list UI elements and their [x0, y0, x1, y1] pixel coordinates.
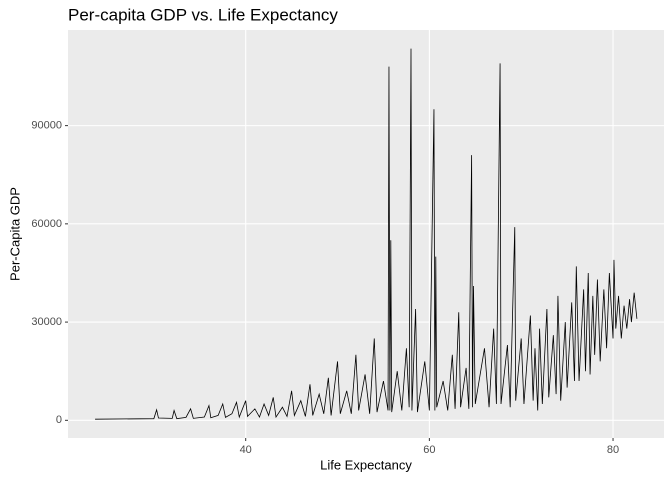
- x-tick-label: 80: [607, 444, 619, 456]
- x-tick-label: 40: [240, 444, 252, 456]
- panel: [68, 30, 664, 438]
- y-tick-label: 0: [56, 414, 62, 426]
- x-tick-label: 60: [423, 444, 435, 456]
- y-tick-label: 30000: [31, 316, 62, 328]
- chart-title: Per-capita GDP vs. Life Expectancy: [68, 5, 338, 24]
- y-tick-label: 90000: [31, 120, 62, 132]
- y-axis-label: Per-Capita GDP: [7, 187, 22, 281]
- x-axis-label: Life Expectancy: [320, 457, 412, 472]
- data-line: [95, 48, 638, 420]
- y-tick-label: 60000: [31, 218, 62, 230]
